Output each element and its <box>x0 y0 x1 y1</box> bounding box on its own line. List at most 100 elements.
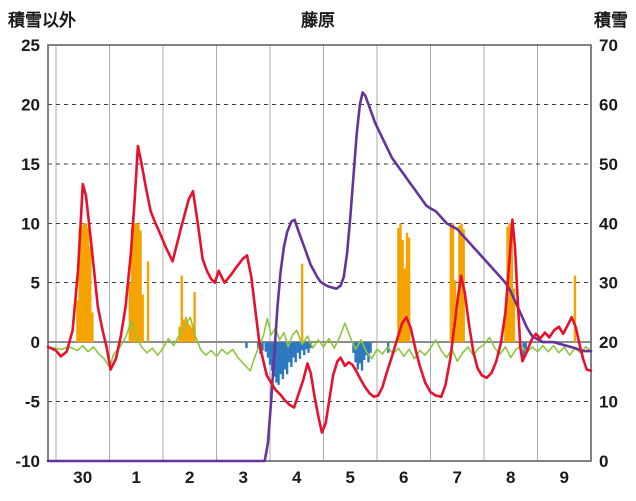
sunshine-bars <box>510 226 514 343</box>
x-tick-label: 3 <box>239 468 248 487</box>
precipitation-bars <box>257 342 260 350</box>
y-left-tick-label: -10 <box>15 452 40 471</box>
y-left-tick-label: 25 <box>21 36 40 55</box>
sunshine-bars <box>128 282 132 343</box>
sunshine-bars <box>84 223 88 343</box>
precipitation-bars <box>352 342 355 353</box>
plot-frame <box>47 44 592 462</box>
left-axis-title: 積雪以外 <box>8 11 76 30</box>
sunshine-bars <box>449 225 453 343</box>
sunshine-bars <box>191 327 194 343</box>
green-indicator-line <box>47 316 592 372</box>
y-left-tick-label: 0 <box>31 333 40 352</box>
sunshine-bars <box>76 300 79 343</box>
sunshine-bars <box>300 263 304 343</box>
y-right-tick-label: 70 <box>599 36 618 55</box>
precipitation-bars <box>356 342 359 370</box>
precipitation-bars <box>360 342 364 371</box>
x-tick-label: 1 <box>132 468 141 487</box>
x-tick-label: 2 <box>185 468 194 487</box>
precipitation-bars <box>354 342 357 363</box>
precipitation-bars <box>261 342 264 351</box>
sunshine-bars <box>78 230 81 343</box>
sunshine-bars <box>508 223 511 343</box>
sunshine-bars <box>397 228 400 343</box>
precipitation-bars <box>279 342 282 375</box>
sunshine-bars <box>456 311 459 343</box>
precipitation-bars <box>264 342 267 352</box>
precipitation-bars <box>290 342 293 368</box>
y-left-tick-label: -5 <box>25 393 40 412</box>
precipitation-bars <box>281 342 285 379</box>
temperature-line <box>46 144 593 434</box>
page-title: 藤原 <box>301 11 335 30</box>
precipitation-bars <box>285 342 289 375</box>
precipitation-bars <box>283 342 287 370</box>
precipitation-bars <box>288 342 291 363</box>
precipitation-bars <box>303 342 306 356</box>
x-tick-label: 5 <box>346 468 355 487</box>
sunshine-bars <box>189 325 192 343</box>
precipitation-bars <box>292 342 295 358</box>
precipitation-bars <box>266 342 270 358</box>
sunshine-bars <box>403 268 407 343</box>
sunshine-bars <box>182 319 186 343</box>
sunshine-bars <box>86 228 90 343</box>
sunshine-bars <box>401 239 404 343</box>
sunshine-bars <box>405 232 409 343</box>
precipitation-bars <box>268 342 272 365</box>
precipitation-bars <box>307 342 310 353</box>
sunshine-bars <box>407 237 411 343</box>
precipitation-bars <box>270 342 274 371</box>
precipitation-bars <box>296 342 300 353</box>
precipitation-bars <box>369 342 372 353</box>
sunshine-bars <box>146 261 150 343</box>
precipitation-bars <box>275 342 278 383</box>
x-tick-label: 4 <box>292 468 302 487</box>
sunshine-bars <box>573 275 577 343</box>
precipitation-bars <box>305 342 308 350</box>
x-tick-label: 9 <box>560 468 569 487</box>
precipitation-bars <box>294 342 297 363</box>
precipitation-bars <box>367 342 370 363</box>
x-tick-label: 30 <box>73 468 92 487</box>
sunshine-bars <box>504 312 507 343</box>
y-right-tick-label: 0 <box>599 452 608 471</box>
sunshine-bars <box>89 247 92 343</box>
sunshine-bars <box>135 223 138 343</box>
precipitation-bars <box>245 342 248 349</box>
precipitation-bars <box>358 342 362 364</box>
precipitation-bars <box>362 342 366 360</box>
sunshine-bars <box>82 223 86 343</box>
x-tick-label: 7 <box>453 468 462 487</box>
sunshine-bars <box>130 228 134 343</box>
y-left-tick-label: 10 <box>21 214 40 233</box>
sunshine-bars <box>186 323 190 343</box>
sunshine-bars <box>132 223 136 343</box>
sunshine-bars <box>451 223 455 343</box>
precipitation-bars <box>298 342 302 359</box>
x-tick-label: 6 <box>399 468 408 487</box>
y-left-tick-label: 20 <box>21 95 40 114</box>
precipitation-bars <box>365 342 368 356</box>
sunshine-bars <box>399 223 402 343</box>
x-tick-label: 8 <box>506 468 515 487</box>
sunshine-bars <box>139 230 142 343</box>
sunshine-bars <box>137 223 140 343</box>
y-left-tick-label: 5 <box>31 274 40 293</box>
sunshine-bars <box>91 312 94 343</box>
snow-depth-line <box>46 91 593 463</box>
sunshine-bars <box>141 294 144 343</box>
precipitation-bars <box>524 342 527 352</box>
y-right-tick-label: 40 <box>599 214 618 233</box>
right-axis-title: 積雪 <box>594 11 628 30</box>
y-right-tick-label: 10 <box>599 393 618 412</box>
y-left-tick-label: 15 <box>21 155 40 174</box>
y-right-tick-label: 30 <box>599 274 618 293</box>
precipitation-bars <box>277 342 280 385</box>
sunshine-bars <box>512 288 516 343</box>
sunshine-bars <box>80 225 83 343</box>
sunshine-bars <box>184 317 188 343</box>
